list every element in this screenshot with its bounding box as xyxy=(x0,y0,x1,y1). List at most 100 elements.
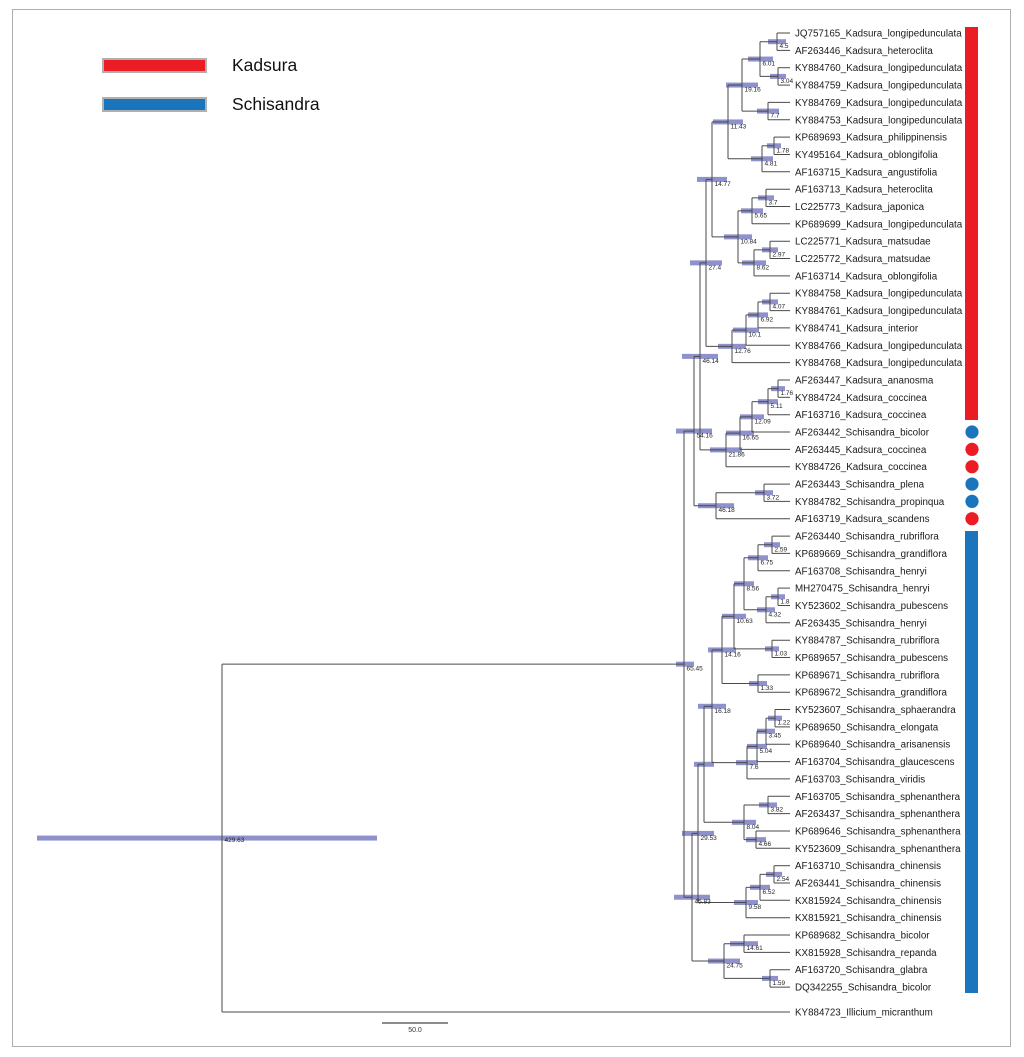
tip-label: KY884769_Kadsura_longipedunculata xyxy=(795,98,963,109)
genus-strip xyxy=(965,531,978,993)
tip-label: LC225771_Kadsura_matsudae xyxy=(795,237,931,248)
tip-label: AF263440_Schisandra_rubriflora xyxy=(795,532,939,543)
node-age-label: 8.56 xyxy=(747,585,760,592)
node-age-label: 2.59 xyxy=(775,546,788,553)
genus-strips xyxy=(965,27,978,993)
tip-label: KX815924_Schisandra_chinensis xyxy=(795,896,942,907)
legend-item-kadsura: Kadsura xyxy=(102,53,320,77)
tip-label: DQ342255_Schisandra_bicolor xyxy=(795,983,932,994)
node-age-label: 24.75 xyxy=(727,963,744,970)
node-age-label: 4.32 xyxy=(769,611,782,618)
tip-label: AF263441_Schisandra_chinensis xyxy=(795,879,941,890)
node-age-label: 6.52 xyxy=(763,889,776,896)
genus-marker-dot xyxy=(965,477,979,491)
tip-label: AF263445_Kadsura_coccinea xyxy=(795,445,927,456)
node-age-label: 19.16 xyxy=(745,87,762,94)
legend: Kadsura Schisandra xyxy=(102,53,320,131)
branches xyxy=(221,32,790,1013)
tip-label: AF163713_Kadsura_heteroclita xyxy=(795,185,933,196)
tip-label: KY884759_Kadsura_longipedunculata xyxy=(795,81,963,92)
tip-label: AF163710_Schisandra_chinensis xyxy=(795,861,941,872)
node-age-label: 6.92 xyxy=(761,316,774,323)
node-age-label: 4.07 xyxy=(773,303,786,310)
genus-strip xyxy=(965,27,978,420)
node-age-label: 11.43 xyxy=(731,123,747,130)
tip-label: KY523602_Schisandra_pubescens xyxy=(795,601,948,612)
tip-label: KP689693_Kadsura_philippinensis xyxy=(795,133,947,144)
node-age-label: 4.5 xyxy=(780,43,789,50)
node-age-label: 1.59 xyxy=(773,980,786,987)
legend-item-schisandra: Schisandra xyxy=(102,92,320,116)
tip-label: AF163704_Schisandra_glaucescens xyxy=(795,757,955,768)
tip-label: LC225773_Kadsura_japonica xyxy=(795,202,925,213)
node-age-label: 46.18 xyxy=(719,507,736,514)
node-age-label: 14.61 xyxy=(747,945,764,952)
node-age-label: 8.62 xyxy=(757,264,770,271)
tip-label: AF263437_Schisandra_sphenanthera xyxy=(795,809,961,820)
scale-bar-line xyxy=(382,1022,448,1024)
tip-label: KP689671_Schisandra_rubriflora xyxy=(795,670,940,681)
tip-label: KP689669_Schisandra_grandiflora xyxy=(795,549,948,560)
tip-label: KY884726_Kadsura_coccinea xyxy=(795,462,927,473)
node-age-label: 12.09 xyxy=(755,418,772,425)
node-age-label: 429.63 xyxy=(225,837,245,844)
node-age-label: 14.16 xyxy=(725,651,742,658)
tip-label: AF163714_Kadsura_oblongifolia xyxy=(795,271,938,282)
node-age-label: 1.78 xyxy=(777,147,790,154)
tip-label: AF263442_Schisandra_bicolor xyxy=(795,428,930,439)
scale-bar-label: 50.0 xyxy=(408,1027,422,1034)
node-age-label: 29.53 xyxy=(701,835,718,842)
tip-label: KP689650_Schisandra_elongata xyxy=(795,722,939,733)
tip-label: AF263447_Kadsura_ananosma xyxy=(795,376,934,387)
tip-labels: JQ757165_Kadsura_longipedunculata AF26344… xyxy=(795,29,979,1019)
node-age-label: 1.33 xyxy=(761,685,774,692)
tip-label: AF163708_Schisandra_henryi xyxy=(795,566,927,577)
node-age-label: 10.63 xyxy=(737,618,754,625)
tip-label: AF163705_Schisandra_sphenanthera xyxy=(795,792,961,803)
node-age-label: 3.72 xyxy=(767,494,780,501)
node-age-label: 6.01 xyxy=(763,61,776,68)
tip-label: MH270475_Schisandra_henryi xyxy=(795,584,930,595)
node-age-label: 1.76 xyxy=(781,390,794,397)
tip-label: KP689682_Schisandra_bicolor xyxy=(795,931,930,942)
tip-label: KP689699_Kadsura_longipedunculata xyxy=(795,219,963,230)
node-age-label: 8.04 xyxy=(747,824,760,831)
tip-label: KY523607_Schisandra_sphaerandra xyxy=(795,705,956,716)
genus-marker-dot xyxy=(965,494,979,508)
node-age-label: 54.16 xyxy=(697,433,714,440)
tip-label: AF263443_Schisandra_plena xyxy=(795,480,925,491)
genus-marker-dot xyxy=(965,512,979,526)
node-age-label: 65.45 xyxy=(687,666,704,673)
node-age-label: 45.83 xyxy=(695,899,712,906)
tip-label: KY884766_Kadsura_longipedunculata xyxy=(795,341,963,352)
node-age-label: 6.75 xyxy=(761,559,774,566)
tip-label: KY884787_Schisandra_rubriflora xyxy=(795,636,940,647)
node-age-label: 3.04 xyxy=(781,78,794,85)
tip-label: AF263435_Schisandra_henryi xyxy=(795,618,927,629)
tip-label: KY884768_Kadsura_longipedunculata xyxy=(795,358,963,369)
node-age-label: 4.66 xyxy=(759,841,772,848)
tip-label: KY884723_Illicium_micranthum xyxy=(795,1008,933,1019)
node-age-label: 10.1 xyxy=(749,332,762,339)
node-age-label: 7.6 xyxy=(750,764,759,771)
tip-label: KY884753_Kadsura_longipedunculata xyxy=(795,115,963,126)
genus-marker-dot xyxy=(965,425,979,439)
node-age-label: 10.84 xyxy=(741,238,758,245)
tip-label: KY884760_Kadsura_longipedunculata xyxy=(795,63,963,74)
node-age-label: 27.4 xyxy=(709,264,722,271)
node-age-label: 21.86 xyxy=(729,451,746,458)
node-age-label: 16.65 xyxy=(743,435,760,442)
node-age-label: 46.14 xyxy=(703,358,720,365)
tip-label: AF163720_Schisandra_glabra xyxy=(795,965,928,976)
legend-label-kadsura: Kadsura xyxy=(232,54,298,75)
node-age-label: 5.65 xyxy=(755,212,768,219)
tip-label: KP689657_Schisandra_pubescens xyxy=(795,653,948,664)
node-hpd-bars xyxy=(37,39,786,981)
node-age-label: 14.77 xyxy=(715,181,732,188)
node-age-label: 5.04 xyxy=(760,748,773,755)
tip-label: KY884758_Kadsura_longipedunculata xyxy=(795,289,963,300)
node-age-label: 7.7 xyxy=(771,113,780,120)
node-hpd-bar xyxy=(676,661,694,667)
